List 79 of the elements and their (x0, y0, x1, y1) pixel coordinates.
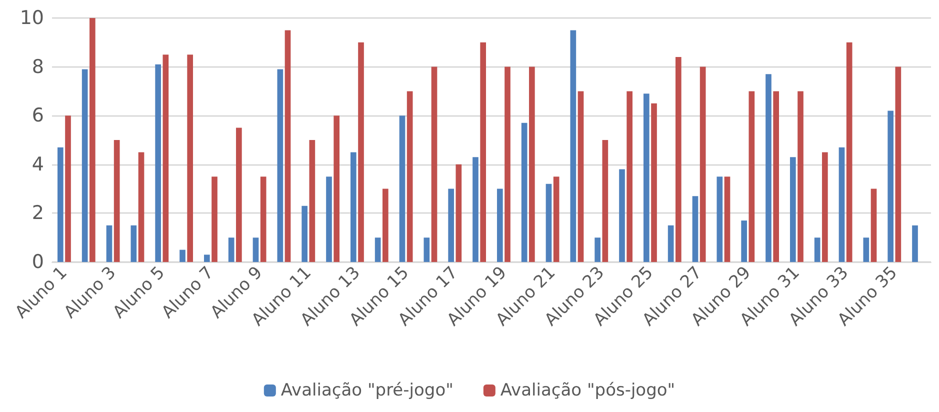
bar (480, 42, 486, 262)
bar (643, 94, 650, 262)
y-tick-label: 10 (20, 7, 44, 29)
bar (431, 66, 438, 262)
legend-label: Avaliação "pré-jogo" (280, 380, 454, 400)
bar (870, 188, 877, 262)
bar (114, 140, 120, 262)
bar (162, 54, 169, 262)
bar (766, 74, 772, 262)
bar (724, 176, 730, 262)
bar (773, 91, 780, 262)
bar (212, 176, 218, 262)
bar (82, 69, 88, 262)
bar (846, 42, 852, 262)
bar (741, 220, 747, 262)
y-tick-label: 2 (32, 202, 44, 224)
bar (504, 66, 510, 262)
bar (529, 66, 535, 262)
bar (204, 254, 210, 262)
legend-label: Avaliação "pós-jogo" (500, 380, 676, 400)
bar (790, 157, 796, 262)
y-tick-label: 0 (32, 251, 44, 273)
bar (496, 188, 503, 262)
bar (236, 128, 242, 262)
bar (456, 164, 462, 262)
bar (187, 54, 194, 262)
y-tick-label: 8 (32, 56, 44, 78)
bar (716, 176, 723, 262)
bar (106, 225, 112, 262)
bar (260, 176, 266, 262)
bar (651, 103, 657, 262)
bar (602, 140, 608, 262)
bar (619, 169, 625, 262)
bar (130, 225, 137, 262)
bar (594, 238, 600, 262)
bar (358, 42, 364, 262)
bar (748, 91, 755, 262)
bar (912, 225, 918, 262)
bar (65, 116, 71, 262)
bar (888, 110, 894, 262)
bar (374, 238, 381, 262)
bar (252, 238, 259, 262)
bar (350, 152, 356, 262)
bar (838, 147, 845, 262)
bar (334, 116, 340, 262)
bar (668, 225, 674, 262)
bar (138, 152, 144, 262)
y-tick-label: 4 (32, 153, 44, 176)
bar (626, 91, 633, 262)
bar (90, 18, 96, 262)
bar (553, 176, 560, 262)
bar (406, 91, 413, 262)
bar (822, 152, 828, 262)
bar (521, 122, 528, 262)
bar (180, 250, 186, 262)
bar (578, 91, 584, 262)
bar (424, 238, 430, 262)
bar (798, 91, 804, 262)
bar (57, 147, 64, 262)
bar (309, 140, 316, 262)
bar (863, 238, 870, 262)
bar (277, 69, 284, 262)
bar (155, 64, 161, 262)
bar (692, 196, 698, 262)
bar (570, 30, 576, 262)
bar (284, 30, 291, 262)
bar (546, 184, 552, 262)
bar (326, 176, 332, 262)
bar (676, 57, 682, 262)
y-tick-label: 6 (32, 104, 44, 127)
bar (399, 116, 406, 262)
bar (302, 206, 308, 262)
bar (472, 157, 478, 262)
bar (382, 188, 388, 262)
bar (228, 238, 234, 262)
bar (814, 238, 820, 262)
bar (700, 66, 706, 262)
bar (895, 66, 902, 262)
bar (448, 188, 454, 262)
